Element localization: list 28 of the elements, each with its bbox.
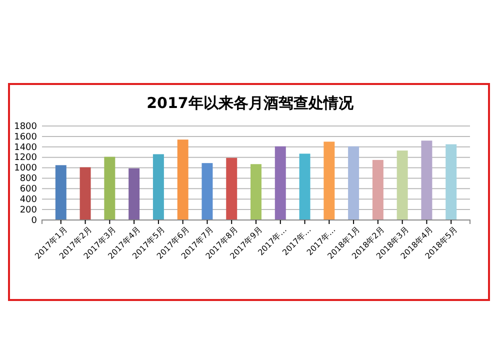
bar bbox=[152, 154, 164, 220]
chart-title: 2017年以来各月酒驾查处情况 bbox=[146, 94, 354, 112]
bar bbox=[372, 160, 384, 220]
bar bbox=[226, 158, 238, 220]
y-tick-label: 1000 bbox=[14, 164, 38, 174]
y-tick-label: 400 bbox=[20, 194, 38, 205]
bar bbox=[274, 146, 286, 220]
y-tick-label: 1800 bbox=[14, 122, 38, 132]
y-tick-label: 800 bbox=[20, 174, 38, 184]
bar bbox=[202, 163, 213, 220]
bar bbox=[396, 150, 408, 220]
bar bbox=[80, 167, 91, 220]
bar bbox=[55, 165, 66, 220]
y-tick-label: 200 bbox=[20, 205, 38, 216]
bar bbox=[299, 154, 310, 220]
bar bbox=[446, 144, 457, 220]
bar bbox=[128, 168, 140, 220]
bar bbox=[250, 164, 262, 220]
bar bbox=[348, 146, 360, 220]
bar bbox=[324, 142, 335, 220]
y-tick-label: 1400 bbox=[14, 142, 38, 153]
bar bbox=[104, 156, 116, 220]
bar bbox=[421, 140, 432, 220]
y-tick-label: 1600 bbox=[14, 132, 38, 142]
y-tick-label: 1200 bbox=[14, 153, 38, 164]
bar bbox=[177, 140, 188, 220]
y-tick-label: 0 bbox=[31, 216, 38, 226]
y-tick-label: 600 bbox=[20, 184, 38, 195]
